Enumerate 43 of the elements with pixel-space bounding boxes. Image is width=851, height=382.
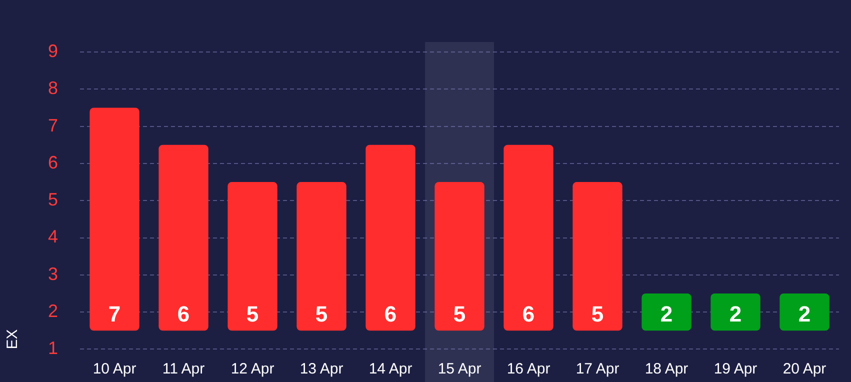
bar (296, 182, 346, 331)
bar (228, 182, 278, 331)
x-tick-label: 11 Apr (162, 360, 205, 378)
x-tick-label: 15 Apr (438, 360, 482, 378)
y-tick-label: 3 (48, 264, 58, 284)
y-tick-label: 1 (48, 338, 58, 358)
y-tick-label: 9 (48, 40, 58, 61)
data-label: 2 (729, 302, 742, 327)
bar (642, 293, 692, 331)
bar (366, 144, 416, 331)
x-tick-label: 20 Apr (782, 360, 826, 378)
y-tick-label: 8 (48, 78, 58, 98)
bar (572, 182, 622, 331)
data-label: 5 (315, 302, 328, 327)
bar (90, 108, 140, 331)
data-label: 5 (591, 302, 604, 327)
data-label: 5 (246, 302, 259, 327)
x-tick-label: 10 Apr (92, 360, 136, 378)
data-label: 2 (798, 302, 811, 327)
x-tick-label: 12 Apr (230, 360, 274, 378)
y-tick-label: 7 (48, 115, 58, 136)
data-label: 6 (177, 302, 190, 327)
y-tick-label: 4 (48, 226, 58, 247)
bar (158, 144, 208, 331)
x-tick-label: 18 Apr (644, 360, 688, 378)
y-tick-label: 6 (48, 152, 58, 172)
bar (710, 293, 760, 331)
y-tick-label: 5 (48, 190, 58, 210)
y-axis-title: EX (4, 329, 22, 350)
data-label: 2 (660, 302, 673, 327)
x-tick-label: 14 Apr (368, 360, 412, 378)
data-label: 7 (108, 302, 121, 327)
x-tick-label: 17 Apr (576, 360, 620, 378)
bar (504, 144, 554, 331)
data-label: 6 (522, 302, 535, 327)
x-tick-label: 13 Apr (300, 360, 344, 378)
bar (434, 182, 484, 331)
data-label: 5 (453, 302, 466, 327)
y-tick-label: 2 (48, 301, 58, 322)
bar (780, 293, 830, 331)
x-tick-label: 16 Apr (506, 360, 550, 378)
x-tick-label: 19 Apr (714, 360, 758, 378)
data-label: 6 (384, 302, 397, 327)
